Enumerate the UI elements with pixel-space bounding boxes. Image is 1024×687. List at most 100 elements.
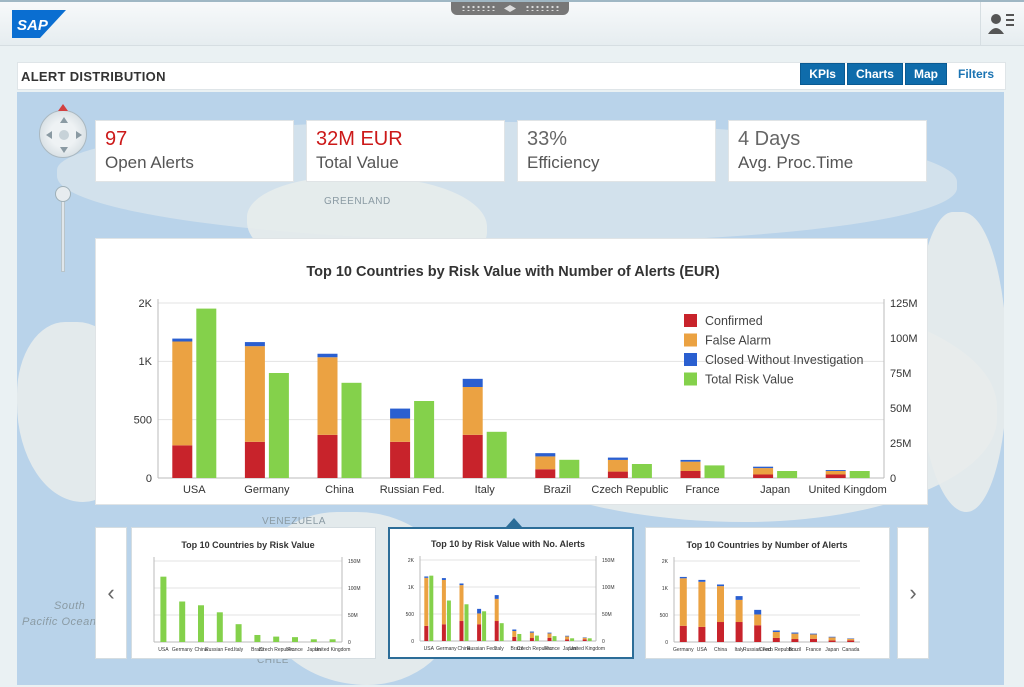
thumbnail-chart-number-alerts[interactable]: Top 10 Countries by Number of Alerts 0 500… <box>645 527 890 659</box>
bar-segment <box>529 632 534 639</box>
sap-logo-shape <box>12 10 66 38</box>
shell-bar: SAP <box>0 0 1024 46</box>
sap-logo[interactable]: SAP <box>12 10 66 38</box>
bar-total-risk <box>160 576 167 642</box>
y-tick-label-right: 100M <box>602 585 615 591</box>
bar-segment <box>828 637 836 641</box>
bar-segment <box>477 613 482 625</box>
chevron-left-icon: ‹ <box>107 580 115 605</box>
bar-segment <box>810 634 817 639</box>
shell-collapse-handle[interactable] <box>451 2 569 15</box>
bar-segment <box>582 637 587 640</box>
bar-total-risk <box>486 431 507 478</box>
bar-total-risk <box>341 382 362 478</box>
kpi-total-value[interactable]: 32M EUR Total Value <box>306 120 505 182</box>
thumbnail-chart-risk-alerts[interactable]: Top 10 by Risk Value with No. Alerts 0 500… <box>388 527 634 659</box>
bar-segment <box>828 636 836 638</box>
x-tick-label: Czech Republic <box>591 484 669 496</box>
bar-segment <box>494 595 499 599</box>
bar-segment <box>847 640 855 642</box>
y-tick-label-left: 0 <box>665 640 668 646</box>
bar-total-risk <box>179 601 186 642</box>
thumbnail-chart-risk-value[interactable]: Top 10 Countries by Risk Value 0 50M 100M 15… <box>131 527 376 659</box>
x-tick-label: Italy <box>475 484 496 496</box>
bar-total-risk <box>464 604 469 641</box>
x-tick-label: Czech Republic <box>759 647 795 653</box>
chart-title: Top 10 Countries by Risk Value with Numb… <box>306 264 719 280</box>
bar-segment <box>828 640 836 642</box>
bar-segment <box>462 387 483 435</box>
kpi-label: Total Value <box>316 153 399 172</box>
bar-segment <box>462 434 483 478</box>
map-pan-control[interactable] <box>39 110 87 158</box>
bar-segment <box>679 625 687 642</box>
bar-total-risk <box>534 635 539 641</box>
x-tick-label: Germany <box>244 484 290 496</box>
y-tick-label-right: 75M <box>890 368 911 380</box>
bar-segment <box>512 631 517 637</box>
y-tick-label-left: 1K <box>662 586 669 592</box>
bar-segment <box>717 586 724 623</box>
bar-segment <box>390 408 411 419</box>
x-tick-label: China <box>194 647 207 653</box>
bar-segment <box>698 581 706 627</box>
kpi-value: 32M EUR <box>316 128 403 150</box>
zoom-slider-handle[interactable] <box>55 186 71 202</box>
bar-segment <box>535 453 556 457</box>
tab-kpis[interactable]: KPIs <box>800 63 845 85</box>
x-tick-label: Canada <box>842 647 860 653</box>
x-tick-label: Japan <box>760 484 790 496</box>
main-chart[interactable]: Top 10 Countries by Risk Value with Numb… <box>96 239 929 506</box>
bar-total-risk <box>196 308 217 478</box>
bar-segment <box>825 470 846 471</box>
tab-filters[interactable]: Filters <box>957 67 994 81</box>
legend-swatch <box>684 333 697 347</box>
map-landmass <box>917 212 1004 512</box>
x-tick-label: Russian Fed. <box>205 647 234 653</box>
y-tick-label-right: 100M <box>348 586 361 592</box>
bar-segment <box>825 474 846 478</box>
y-tick-label-left: 500 <box>406 612 415 618</box>
x-tick-label: China <box>714 647 727 653</box>
bar-segment <box>547 637 552 641</box>
bar-total-risk <box>429 575 434 641</box>
bar-segment <box>791 632 799 634</box>
bar-total-risk <box>517 633 522 641</box>
chart-title: Top 10 Countries by Number of Alerts <box>686 540 847 550</box>
legend-label: Total Risk Value <box>705 373 794 387</box>
carousel-prev-button[interactable]: ‹ <box>95 527 127 659</box>
handle-diamond-icon <box>504 5 516 12</box>
y-tick-label-right: 0 <box>890 473 896 485</box>
bar-segment <box>477 624 482 641</box>
bar-total-risk <box>587 638 592 641</box>
bar-total-risk <box>292 637 298 642</box>
bar-segment <box>459 583 464 586</box>
kpi-efficiency[interactable]: 33% Efficiency <box>517 120 716 182</box>
legend-swatch <box>684 314 697 327</box>
bar-segment <box>459 585 464 622</box>
bar-segment <box>424 625 429 641</box>
bar-total-risk <box>273 636 280 642</box>
carousel-next-button[interactable]: › <box>897 527 929 659</box>
bar-segment <box>172 338 193 342</box>
legend-swatch <box>684 372 697 386</box>
bar-segment <box>172 445 193 478</box>
x-tick-label: Russian Fed. <box>380 484 445 496</box>
bar-total-risk <box>777 471 798 478</box>
tab-charts[interactable]: Charts <box>846 63 903 85</box>
bar-segment <box>698 579 706 582</box>
x-tick-label: Brazil <box>251 647 264 653</box>
thumbnail-svg: Top 10 Countries by Risk Value 0 50M 100M 15… <box>153 540 361 653</box>
kpi-open-alerts[interactable]: 97 Open Alerts <box>95 120 294 182</box>
map-label-greenland: GREENLAND <box>324 196 391 207</box>
bar-segment <box>547 633 552 638</box>
panel-header: ALERT DISTRIBUTION KPIs Charts Map Filte… <box>17 62 1006 90</box>
user-menu-button[interactable] <box>980 2 1024 46</box>
bar-segment <box>735 622 743 642</box>
y-tick-label-right: 150M <box>348 559 361 565</box>
x-tick-label: Russian Fed. <box>467 646 496 652</box>
tab-map[interactable]: Map <box>904 63 947 85</box>
y-tick-label-right: 100M <box>890 333 918 345</box>
kpi-avg-proc-time[interactable]: 4 Days Avg. Proc.Time <box>728 120 927 182</box>
x-tick-label: Czech Republic <box>259 647 295 653</box>
